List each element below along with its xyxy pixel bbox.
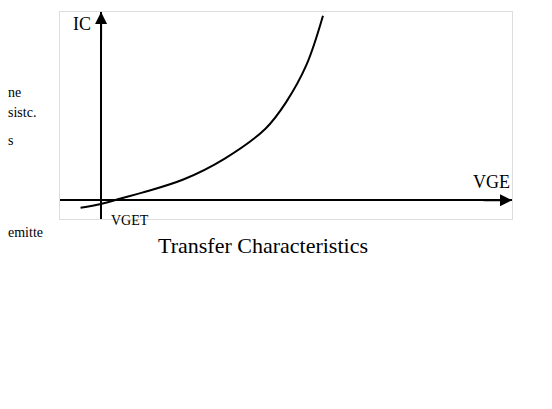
- svg-text:emitte: emitte: [8, 225, 43, 240]
- svg-text:VGET: VGET: [111, 213, 149, 228]
- svg-text:s: s: [8, 133, 13, 148]
- svg-text:IC: IC: [73, 14, 91, 34]
- svg-text:sistc.: sistc.: [8, 105, 36, 120]
- svg-text:Transfer Characteristics: Transfer Characteristics: [158, 233, 368, 258]
- svg-text:VGE: VGE: [473, 172, 510, 192]
- svg-text:ne: ne: [8, 85, 21, 100]
